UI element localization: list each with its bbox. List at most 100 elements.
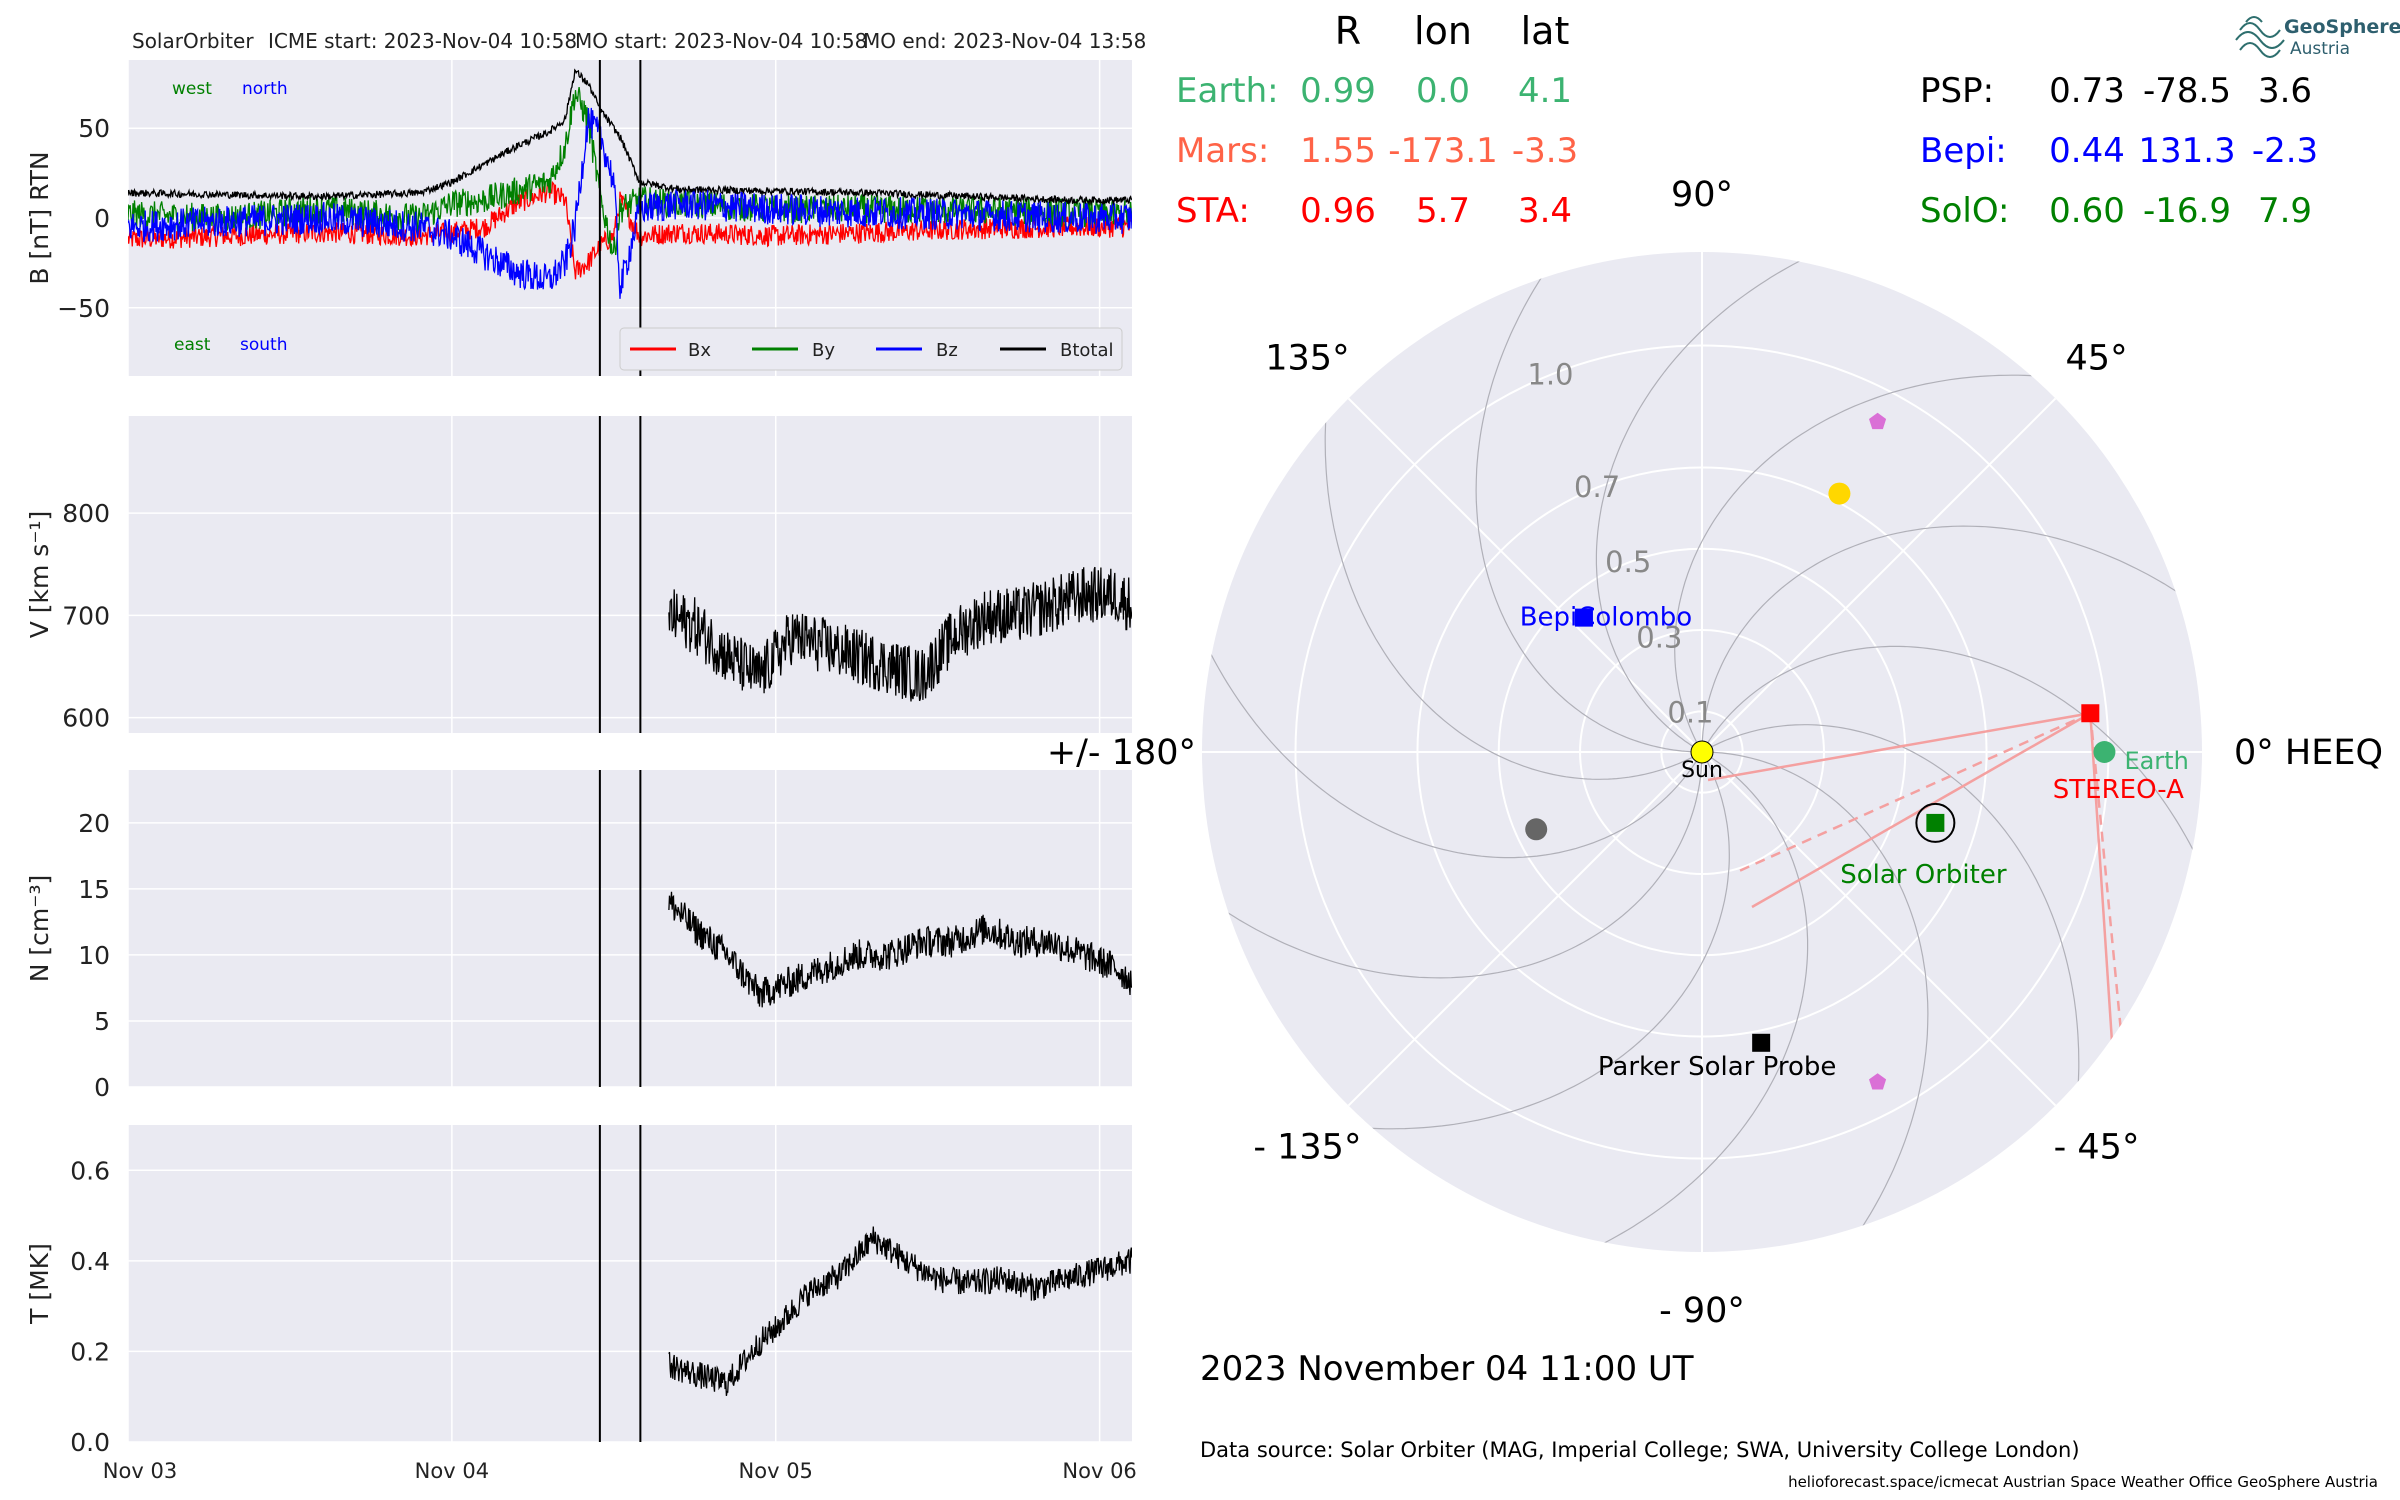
parker-spiral xyxy=(1475,252,1702,753)
table-header-lon: lon xyxy=(1414,9,1472,53)
x-tick-label: Nov 04 xyxy=(415,1459,489,1483)
polar-angle-label: - 90° xyxy=(1659,1291,1745,1331)
panel-b-ytick: −50 xyxy=(57,294,110,323)
table-right-lon: 131.3 xyxy=(2138,131,2235,171)
panel-v-background xyxy=(128,416,1132,733)
table-right-lat: -2.3 xyxy=(2252,131,2318,171)
table-left-lat: 3.4 xyxy=(1518,191,1572,231)
polar-angle-label: 90° xyxy=(1671,175,1733,215)
panel-b-ytick: 50 xyxy=(78,114,110,143)
table-left-lon: 0.0 xyxy=(1416,71,1470,111)
panel-b-data xyxy=(128,68,1132,299)
polar-object-sun-label: Sun xyxy=(1681,758,1723,783)
label-west: west xyxy=(172,79,212,99)
footer-credits: helioforecast.space/icmecat Austrian Spa… xyxy=(1788,1473,2378,1491)
table-right-r: 0.60 xyxy=(2049,191,2125,231)
panel-b-ytick: 0 xyxy=(94,204,110,233)
panel-t-ytick: 0.4 xyxy=(70,1247,110,1276)
b-panel-annotations: west north east south xyxy=(172,79,288,355)
logo-line1: GeoSphere xyxy=(2284,16,2400,38)
parker-spiral xyxy=(1595,252,1907,753)
positions-rows: Earth: 0.99 0.0 4.1 Mars: 1.55 -173.1 -3.3 STA: 0… xyxy=(1176,71,2318,231)
polar-r-tick: 0.5 xyxy=(1605,545,1651,579)
parker-spiral xyxy=(1701,724,2080,1195)
polar-object-sun xyxy=(1690,740,1714,764)
panel-b-ylabel: B [nT] RTN xyxy=(25,151,54,284)
polar-object-solo xyxy=(1926,813,1945,832)
header-icme-start: ICME start: 2023-Nov-04 10:58 xyxy=(268,29,577,53)
sta-line xyxy=(2089,713,2114,1043)
label-east: east xyxy=(174,335,211,355)
panel-b: −50 0 50 B [nT] RTN xyxy=(25,60,1132,376)
panel-t-ylabel: T [MK] xyxy=(25,1243,54,1325)
table-left-lat: -3.3 xyxy=(1512,131,1578,171)
timeseries-panels: −50 0 50 B [nT] RTN 600 700 800 V [km s⁻¹] 0 5 10 1… xyxy=(25,60,1137,1483)
polar-object-earth xyxy=(2093,741,2116,763)
polar-angle-label: 45° xyxy=(2066,338,2128,378)
panel-t-data xyxy=(668,1226,1132,1396)
parker-spiral xyxy=(1701,525,2202,752)
series-b-bz xyxy=(128,107,1132,299)
panel-n-ytick: 5 xyxy=(94,1007,110,1036)
panel-v-ytick: 600 xyxy=(62,704,110,733)
table-left-lat: 4.1 xyxy=(1518,71,1572,111)
series-v-line xyxy=(668,566,1132,702)
table-right-lat: 7.9 xyxy=(2258,191,2312,231)
polar-object-bepi-label: BepiColombo xyxy=(1520,603,1693,633)
polar-angle-label: - 45° xyxy=(2054,1128,2140,1168)
panel-n-ylabel: N [cm⁻³] xyxy=(25,875,54,982)
panel-v: 600 700 800 V [km s⁻¹] xyxy=(25,416,1132,733)
polar-object-venus xyxy=(1828,482,1851,505)
table-left-name: Mars: xyxy=(1176,131,1269,171)
x-tick-label: Nov 03 xyxy=(103,1459,177,1483)
geosphere-logo-icon xyxy=(2235,16,2285,58)
polar-angle-grid xyxy=(1347,397,1703,753)
table-right-lat: 3.6 xyxy=(2258,71,2312,111)
sta-dashed-line xyxy=(2089,713,2124,1043)
polar-angle-grid xyxy=(1347,751,1703,1107)
polar-angle-label: +/- 180° xyxy=(1047,733,1196,773)
polar-plot: 0.1 0.3 0.5 0.7 1.0 0° HEEQ 45° 90° 135° +/- 180°… xyxy=(1047,175,2383,1331)
label-north: north xyxy=(242,79,288,99)
table-header-lat: lat xyxy=(1521,9,1570,53)
polar-angle-label: 135° xyxy=(1265,338,1349,378)
parker-spiral xyxy=(1497,751,1809,1252)
table-left-r: 0.99 xyxy=(1300,71,1376,111)
panel-v-data xyxy=(668,566,1132,702)
header-mo-end: MO end: 2023-Nov-04 13:58 xyxy=(863,29,1146,53)
panel-t-ytick: 0.2 xyxy=(70,1337,110,1366)
table-left-lon: -173.1 xyxy=(1388,131,1498,171)
polar-angle-label: - 135° xyxy=(1253,1128,1361,1168)
panel-v-ylabel: V [km s⁻¹] xyxy=(25,511,54,639)
table-left-r: 0.96 xyxy=(1300,191,1376,231)
polar-r-tick: 0.7 xyxy=(1574,470,1620,504)
parker-spiral xyxy=(1324,309,1703,780)
label-south: south xyxy=(240,335,287,355)
panel-n-ytick: 0 xyxy=(94,1073,110,1102)
footer-source: Data source: Solar Orbiter (MAG, Imperia… xyxy=(1200,1438,2080,1462)
b-legend: Bx By Bz Btotal xyxy=(619,327,1123,371)
panel-v-ytick: 800 xyxy=(62,499,110,528)
logo: GeoSphere Austria xyxy=(2235,16,2400,59)
polar-object-psp xyxy=(1752,1033,1771,1052)
polar-object-p2 xyxy=(1869,1073,1887,1090)
x-tick-label: Nov 06 xyxy=(1062,1459,1136,1483)
panel-n-data xyxy=(668,891,1132,1008)
polar-r-tick: 0.1 xyxy=(1667,695,1713,729)
table-right-r: 0.44 xyxy=(2049,131,2125,171)
polar-r-tick: 1.0 xyxy=(1527,357,1573,391)
legend-bx-label: Bx xyxy=(688,340,711,361)
footer-date: 2023 November 04 11:00 UT xyxy=(1200,1349,1694,1389)
header: SolarOrbiter ICME start: 2023-Nov-04 10:… xyxy=(132,29,1146,53)
table-right-lon: -78.5 xyxy=(2143,71,2231,111)
table-header-r: R xyxy=(1335,9,1361,53)
legend-btotal-label: Btotal xyxy=(1060,340,1114,361)
parker-spiral xyxy=(1702,751,1929,1252)
panel-n: 0 5 10 15 20 N [cm⁻³] xyxy=(25,770,1132,1102)
table-right-r: 0.73 xyxy=(2049,71,2125,111)
header-spacecraft: SolarOrbiter xyxy=(132,29,254,53)
table-left-name: STA: xyxy=(1176,191,1250,231)
series-b-btotal xyxy=(128,68,1132,207)
series-t-line xyxy=(668,1226,1132,1396)
